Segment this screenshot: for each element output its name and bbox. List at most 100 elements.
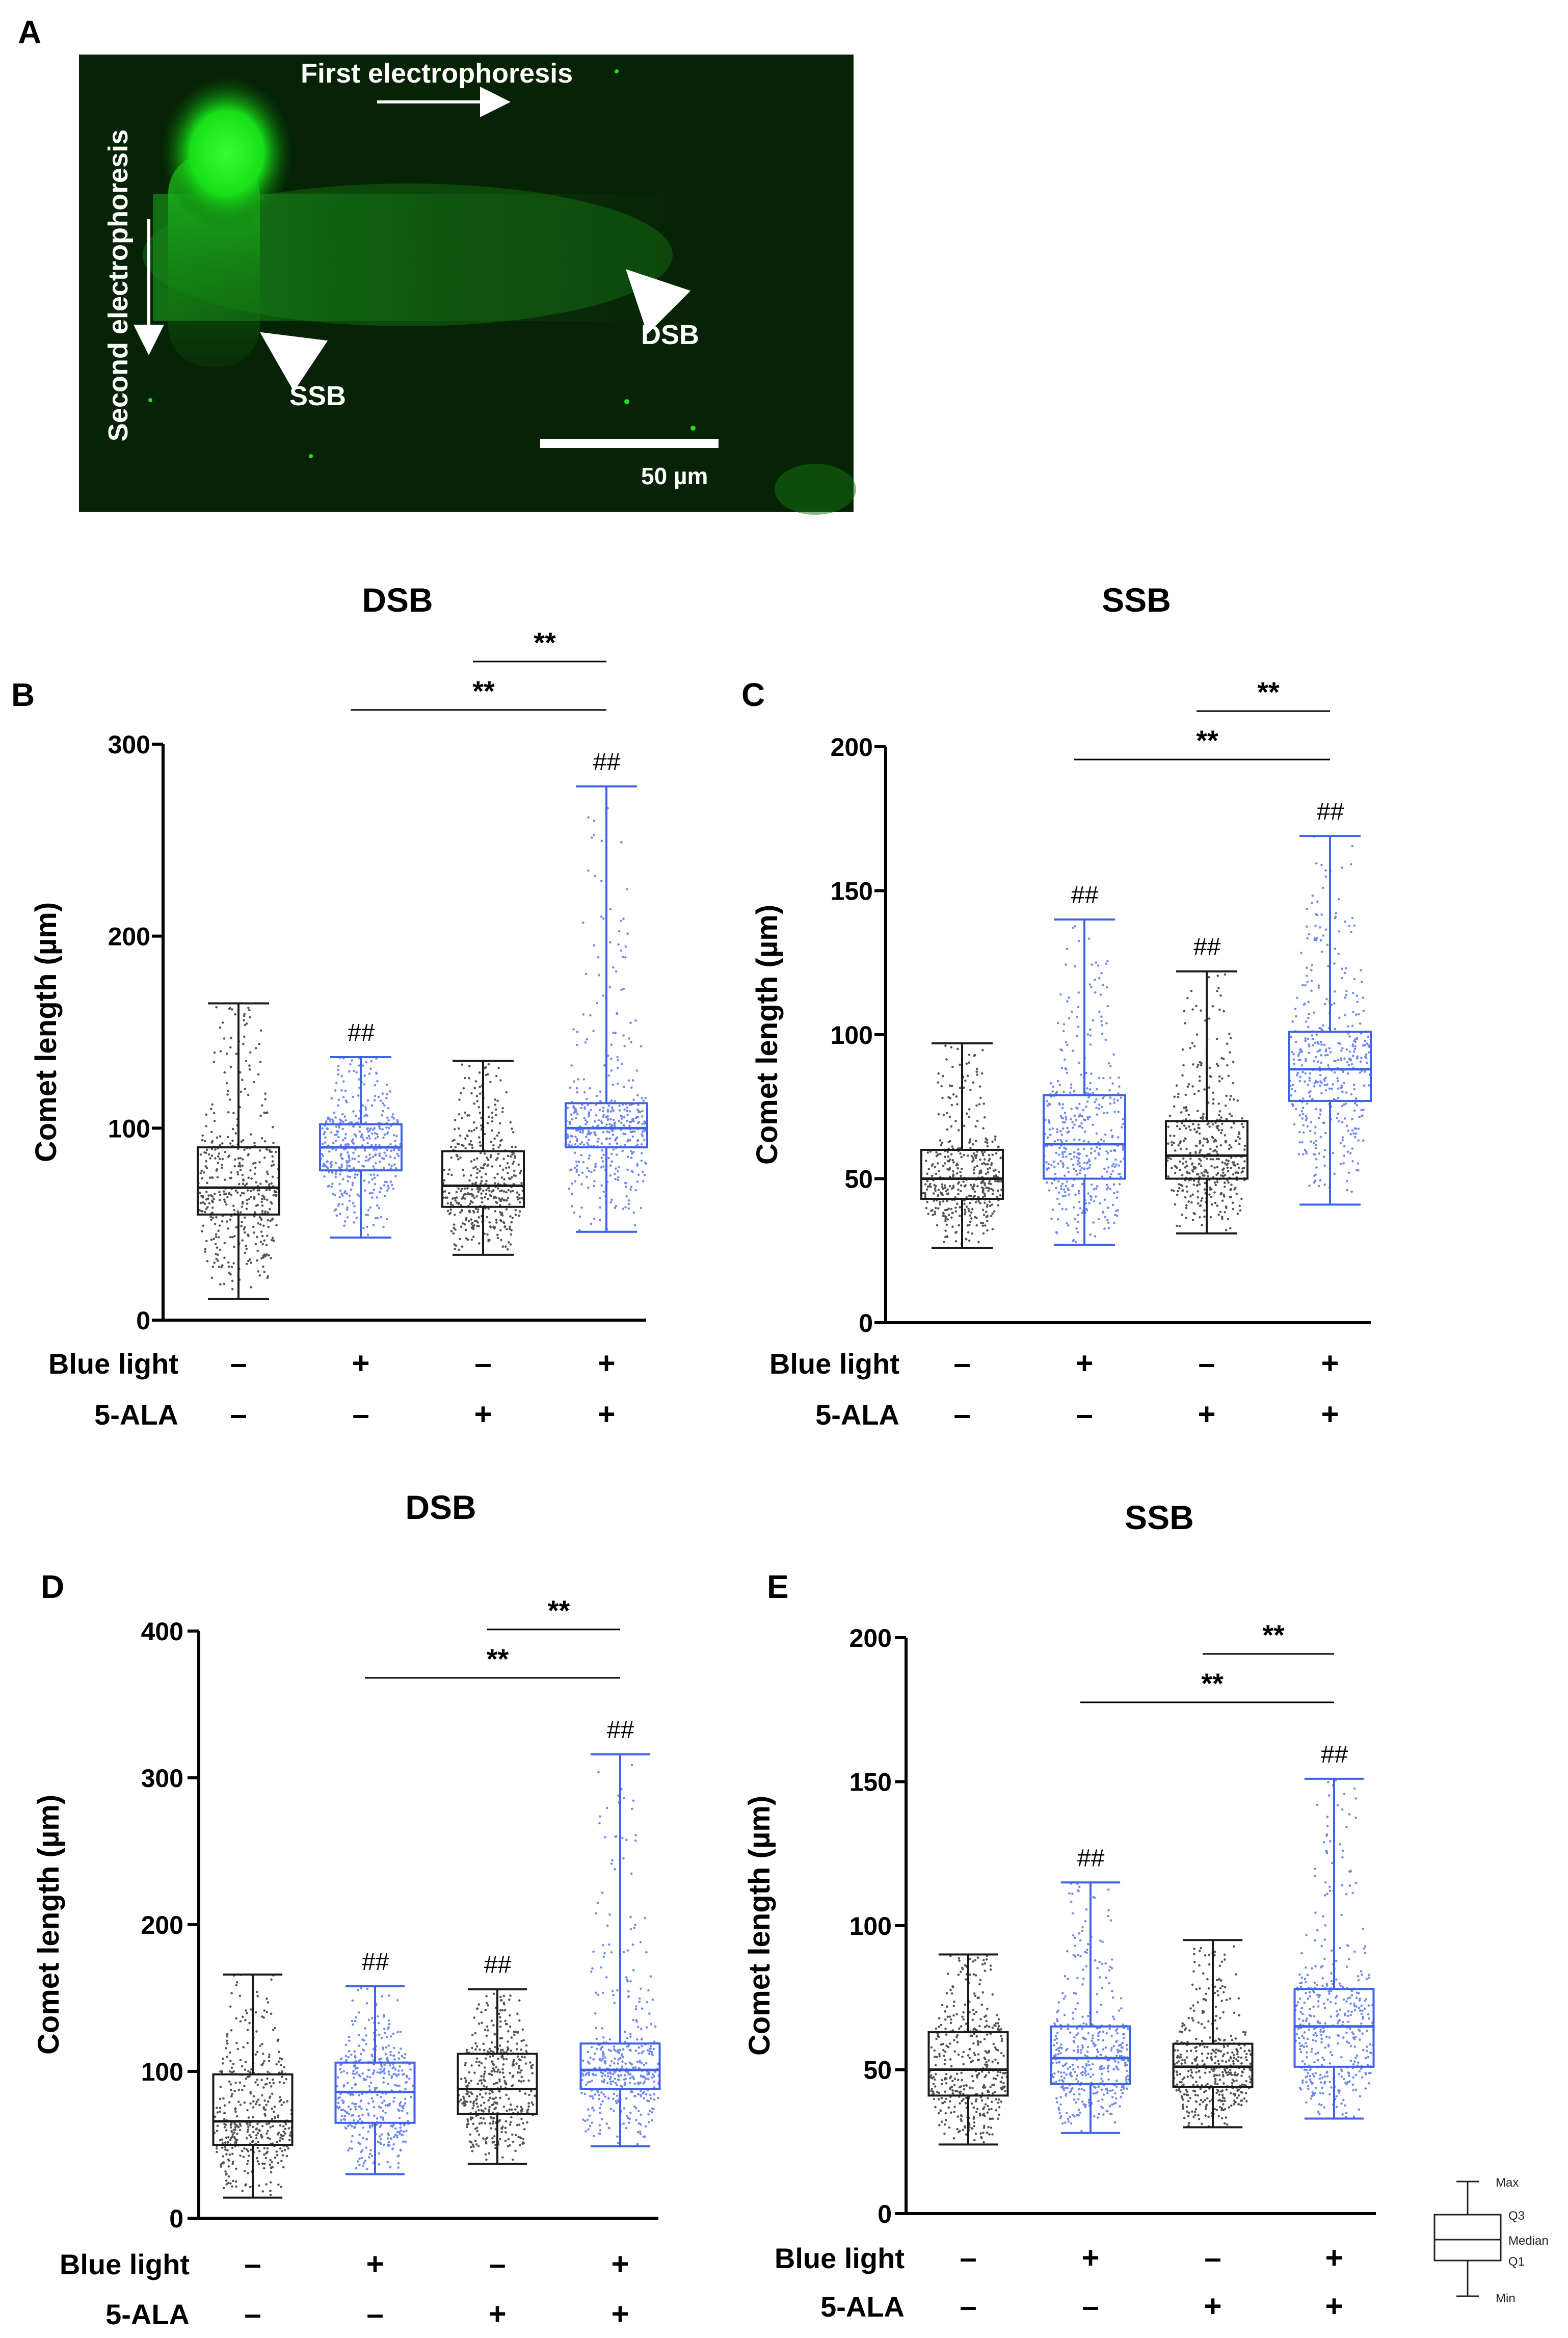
blue-light-sign: – [1204,2241,1221,2275]
y-axis-label: Comet length (µm) [751,905,784,1165]
dsb-arrow [626,269,691,334]
legend-q1-text: Q1 [1508,2255,1525,2269]
blue-light-sign: – [474,1346,491,1380]
box-group-1 [197,1002,280,1300]
box-group-2: ## [1043,882,1126,1246]
iqr-box [1293,1988,1375,2068]
box-group-3 [441,1060,525,1256]
blue-light-sign: – [489,2247,506,2281]
iqr-box [1172,2042,1254,2088]
y-tick-label: 0 [878,2200,892,2228]
dsb-tail-glow [143,183,673,326]
panel-label-b: B [11,676,35,713]
ala-row-label: 5-ALA [820,2291,905,2323]
speck [690,426,696,431]
y-tick-label: 200 [849,1624,892,1652]
iqr-box [457,2053,538,2115]
ala-sign: + [488,2297,506,2331]
iqr-box [579,2042,661,2090]
box-group-4: ## [579,1717,661,2147]
ala-sign: – [960,2289,976,2323]
blue-light-sign: + [1321,1346,1339,1380]
blue-light-row-label: Blue light [48,1348,178,1380]
significance-stars: ** [1201,1667,1224,1699]
iqr-box [927,2031,1009,2097]
hash-marker: ## [1320,1741,1348,1768]
significance-stars: ** [1196,724,1218,756]
blue-light-sign: – [1198,1346,1215,1380]
speck [624,399,629,404]
blue-light-sign: + [597,1346,615,1380]
charts: B DSB Comet length (µm) 0 100 200 300 – – ## + – – + #… [11,581,1376,2331]
data-points [442,1061,525,1251]
box-group-1 [920,1042,1004,1249]
y-tick-label: 0 [859,1309,873,1337]
ala-sign: – [1082,2289,1099,2323]
panel-label-a: A [18,14,41,50]
blue-light-sign: + [366,2247,384,2281]
first-electrophoresis-label: First electrophoresis [301,58,573,89]
iqr-box [197,1146,280,1216]
ala-sign: – [244,2297,261,2331]
chart-title: SSB [1125,1499,1194,1536]
blue-light-row-label: Blue light [775,2242,905,2274]
significance-stars: ** [548,1594,570,1626]
ala-sign: + [474,1397,492,1431]
panel-b: B DSB Comet length (µm) 0 100 200 300 – – ## + – – + #… [11,581,648,1431]
box-group-4: ## [565,749,648,1233]
legend-median-text: Median [1508,2234,1549,2248]
legend-min-text: Min [1496,2292,1516,2305]
ssb-label: SSB [289,381,346,411]
significance-stars: ** [487,1643,509,1675]
box-group-3: ## [457,1952,538,2165]
y-axis-label: Comet length (µm) [30,902,63,1162]
iqr-box [1165,1120,1248,1180]
hash-marker: ## [484,1952,512,1979]
ala-sign: + [1321,1397,1339,1431]
ala-row-label: 5-ALA [815,1399,899,1431]
iqr-box [1288,1031,1372,1102]
hash-marker: ## [593,749,621,776]
blue-light-row-label: Blue light [60,2248,190,2280]
y-tick-label: 0 [169,2204,183,2233]
blue-light-row-label: Blue light [769,1348,899,1380]
data-points [336,1987,414,2170]
ssb-arrow [260,332,328,392]
hash-marker: ## [1071,882,1099,909]
hash-marker: ## [1077,1845,1105,1872]
box-group-2: ## [319,1019,403,1239]
box-group-3: ## [1165,934,1249,1234]
blue-light-sign: – [960,2241,976,2275]
significance-stars: ** [534,626,556,659]
hash-marker: ## [1193,934,1221,961]
y-tick-label: 200 [108,923,150,951]
significance-stars: ** [1262,1619,1285,1651]
y-tick-label: 100 [831,1021,873,1049]
ala-sign: + [1325,2289,1343,2323]
scale-label: 50 µm [641,463,708,489]
chart-title: DSB [405,1488,476,1526]
box-group-4: ## [1293,1741,1375,2120]
ala-sign: – [230,1397,247,1431]
ala-sign: + [611,2297,629,2331]
data-points [922,1044,1003,1246]
panel-e: E SSB Comet length (µm) 0 50 100 150 200 – – ## + – –… [743,1499,1376,2323]
blue-light-sign: + [1081,2241,1099,2275]
box-group-3 [1172,1939,1254,2129]
second-electrophoresis-label: Second electrophoresis [103,129,134,441]
legend-q3-text: Q3 [1508,2209,1525,2223]
blue-light-sign: – [230,1346,247,1380]
blue-light-sign: + [1075,1346,1093,1380]
ala-sign: – [366,2297,383,2331]
y-tick-label: 150 [831,877,873,906]
box-group-2: ## [334,1949,416,2175]
speck [148,398,152,402]
blue-light-sign: – [953,1346,970,1380]
box-group-1 [927,1953,1009,2146]
y-tick-label: 50 [844,1165,873,1194]
hash-marker: ## [606,1717,634,1744]
speck [309,454,313,458]
ala-sign: + [1204,2289,1221,2323]
y-tick-label: 200 [141,1911,183,1939]
